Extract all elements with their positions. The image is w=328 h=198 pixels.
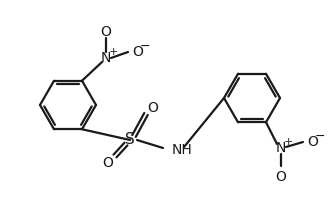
Text: +: +: [108, 47, 118, 57]
Text: O: O: [276, 170, 286, 184]
Text: O: O: [308, 135, 318, 149]
Text: O: O: [103, 156, 113, 170]
Text: O: O: [133, 45, 143, 59]
Text: −: −: [140, 39, 150, 52]
Text: O: O: [101, 25, 112, 39]
Text: S: S: [125, 132, 135, 148]
Text: −: −: [315, 129, 325, 143]
Text: NH: NH: [172, 143, 193, 157]
Text: +: +: [283, 137, 293, 147]
Text: N: N: [101, 51, 111, 65]
Text: N: N: [276, 141, 286, 155]
Text: O: O: [148, 101, 158, 115]
